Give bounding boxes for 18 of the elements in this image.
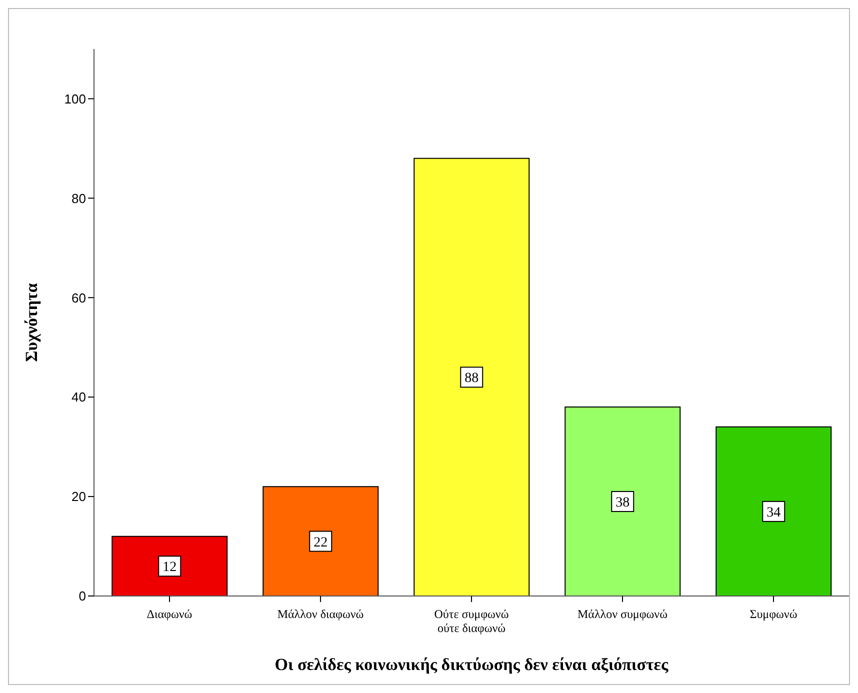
y-tick-label: 40: [72, 390, 86, 405]
data-label: 22: [314, 535, 328, 550]
y-tick-label: 0: [78, 588, 86, 604]
data-label: 12: [162, 560, 177, 576]
x-tick-label: Μάλλον συμφωνώ: [577, 607, 668, 621]
y-tick-label: 80: [72, 190, 86, 206]
x-axis-title: Οι σελίδες κοινωνικής δικτύωσης δεν είναι αξιόπιστες: [274, 655, 670, 674]
x-tick-label: Διαφωνώ: [146, 607, 192, 621]
data-label: 34: [766, 505, 781, 520]
x-tick-label: Μάλλον διαφωνώ: [277, 607, 364, 621]
data-label: 88: [464, 371, 479, 386]
x-tick-label: Ούτε συμφωνώ ούτε διαφωνώ: [434, 607, 509, 635]
y-tick-label: 100: [64, 91, 86, 106]
y-tick-label: 20: [72, 489, 86, 504]
x-tick-label: Συμφωνώ: [750, 607, 798, 621]
data-label: 38: [616, 496, 630, 511]
y-tick-label: 60: [72, 290, 86, 306]
y-axis-title: Συχνότητα: [22, 282, 42, 362]
